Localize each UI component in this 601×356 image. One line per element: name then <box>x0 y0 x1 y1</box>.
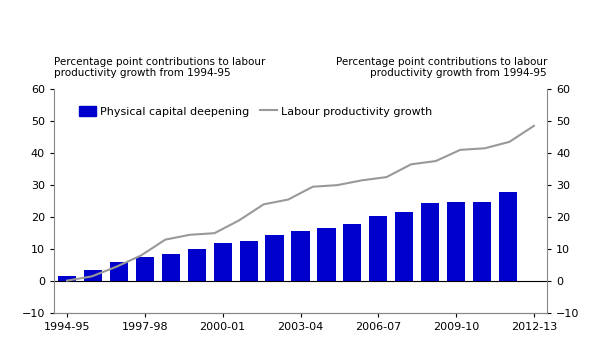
Text: Percentage point contributions to labour
productivity growth from 1994-95: Percentage point contributions to labour… <box>335 57 547 78</box>
Bar <box>240 241 258 281</box>
Bar <box>266 235 284 281</box>
Bar <box>136 257 154 281</box>
Bar <box>213 244 232 281</box>
Bar <box>369 216 388 281</box>
Bar <box>291 231 310 281</box>
Bar <box>343 224 361 281</box>
Bar <box>499 192 517 281</box>
Bar <box>447 202 465 281</box>
Bar <box>188 249 206 281</box>
Bar <box>473 202 491 281</box>
Bar <box>58 277 76 281</box>
Text: Percentage point contributions to labour
productivity growth from 1994-95: Percentage point contributions to labour… <box>54 57 266 78</box>
Bar <box>84 270 102 281</box>
Bar <box>395 212 413 281</box>
Legend: Physical capital deepening, Labour productivity growth: Physical capital deepening, Labour produ… <box>75 101 437 121</box>
Bar <box>162 254 180 281</box>
Bar <box>110 262 128 281</box>
Bar <box>421 203 439 281</box>
Bar <box>317 229 335 281</box>
